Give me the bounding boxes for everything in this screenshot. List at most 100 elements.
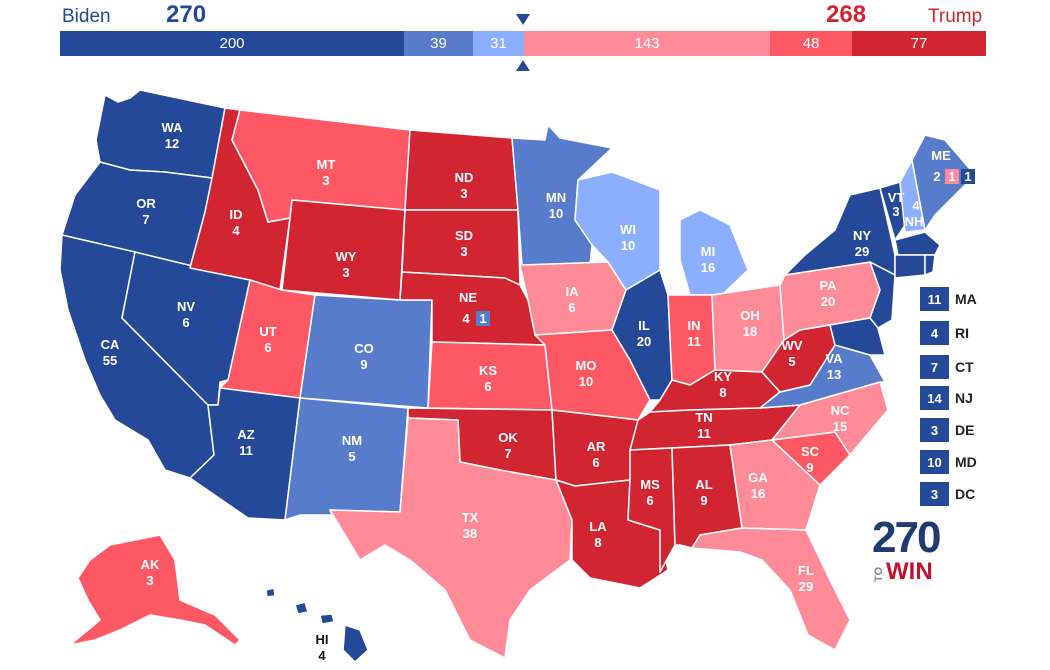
small-state-CT[interactable]: 7 CT xyxy=(920,355,974,379)
state-TX[interactable] xyxy=(329,417,573,659)
label-CO-code: CO xyxy=(354,341,374,356)
trump-total: 268 xyxy=(826,1,867,28)
label-NE-ev: 4 xyxy=(462,311,470,326)
small-state-ev[interactable]: 14 xyxy=(920,386,949,410)
small-state-ev[interactable]: 10 xyxy=(920,450,949,474)
label-OH-code: OH xyxy=(740,308,760,323)
label-NC-code: NC xyxy=(831,403,850,418)
label-VT-ev: 3 xyxy=(892,204,899,219)
label-MS-code: MS xyxy=(640,477,660,492)
small-state-MA[interactable]: 11 MA xyxy=(920,287,977,311)
state-MI[interactable] xyxy=(679,209,749,296)
trump-name: Trump xyxy=(928,6,983,27)
small-state-code: RI xyxy=(955,325,969,341)
label-NH-code: NH xyxy=(905,214,924,229)
bar-lean-r[interactable]: 143 xyxy=(524,31,770,56)
label-KY-ev: 8 xyxy=(719,385,726,400)
label-KY-code: KY xyxy=(714,369,732,384)
logo-number: 270 xyxy=(872,513,941,562)
label-AR-code: AR xyxy=(587,439,606,454)
label-SD-ev: 3 xyxy=(460,244,467,259)
label-AZ-code: AZ xyxy=(237,427,254,442)
label-HI-ev: 4 xyxy=(318,648,326,663)
state-NY[interactable] xyxy=(784,187,896,276)
me-district-1-box[interactable] xyxy=(961,169,975,184)
small-state-code: NJ xyxy=(955,390,973,406)
label-CA-ev: 55 xyxy=(103,353,117,368)
small-state-ev[interactable]: 3 xyxy=(920,418,949,442)
label-UT-ev: 6 xyxy=(264,340,271,355)
label-UT-code: UT xyxy=(259,324,276,339)
bar-likely-r[interactable]: 48 xyxy=(770,31,852,56)
label-LA-ev: 8 xyxy=(594,535,601,550)
bar-safe-d[interactable]: 200 xyxy=(60,31,404,56)
state-CO[interactable] xyxy=(299,294,433,409)
state-RI[interactable] xyxy=(924,254,936,276)
small-state-DC[interactable]: 3 DC xyxy=(920,482,975,506)
electoral-vote-bar: 200 39 31 143 48 77 xyxy=(60,31,986,56)
label-WA-code: WA xyxy=(162,120,184,135)
small-state-DE[interactable]: 3 DE xyxy=(920,418,974,442)
biden-total: 270 xyxy=(166,1,207,28)
state-HI-islands[interactable] xyxy=(265,587,335,625)
label-OR-ev: 7 xyxy=(142,212,149,227)
state-labels: WA 12 OR 7 CA 55 NV 6 ID 4 MT 3 WY 3 UT … xyxy=(101,120,975,663)
label-MO-code: MO xyxy=(576,358,597,373)
small-state-ev[interactable]: 4 xyxy=(920,321,949,345)
label-ME-code: ME xyxy=(931,148,951,163)
label-OH-ev: 18 xyxy=(743,324,757,339)
small-state-ev[interactable]: 7 xyxy=(920,355,949,379)
bar-lean-d[interactable]: 31 xyxy=(473,31,524,56)
label-KS-ev: 6 xyxy=(484,379,491,394)
label-IN-ev: 11 xyxy=(687,334,701,349)
label-FL-code: FL xyxy=(798,563,814,578)
label-WI-ev: 10 xyxy=(621,238,635,253)
label-VT-code: VT xyxy=(888,190,905,205)
label-WV-ev: 5 xyxy=(788,354,795,369)
state-HI[interactable] xyxy=(342,624,369,663)
270towin-logo: 270 TO WIN xyxy=(872,516,942,584)
state-WA[interactable] xyxy=(95,89,226,179)
label-AL-code: AL xyxy=(695,477,712,492)
ne-district-box[interactable] xyxy=(476,311,490,326)
small-state-ev[interactable]: 3 xyxy=(920,482,949,506)
bar-safe-r[interactable]: 77 xyxy=(852,31,986,56)
state-WY[interactable] xyxy=(281,199,406,301)
label-MN-code: MN xyxy=(546,190,566,205)
state-AK[interactable] xyxy=(69,534,241,646)
state-MD[interactable] xyxy=(829,317,886,356)
small-state-NJ[interactable]: 14 NJ xyxy=(920,386,973,410)
label-TN-ev: 11 xyxy=(697,426,711,441)
small-state-code: MA xyxy=(955,291,977,307)
label-TN-code: TN xyxy=(695,410,712,425)
small-state-RI[interactable]: 4 RI xyxy=(920,321,969,345)
state-CT[interactable] xyxy=(894,254,926,279)
small-state-code: DE xyxy=(955,422,975,438)
logo-to: TO xyxy=(873,566,885,582)
label-MI-code: MI xyxy=(701,244,715,259)
bar-likely-d[interactable]: 39 xyxy=(404,31,473,56)
state-LA[interactable] xyxy=(555,479,669,589)
label-CO-ev: 9 xyxy=(360,357,367,372)
label-ME-ev: 2 xyxy=(933,169,940,184)
state-NM[interactable] xyxy=(284,397,409,521)
label-TX-ev: 38 xyxy=(463,526,477,541)
label-NE-code: NE xyxy=(459,290,477,305)
state-FL[interactable] xyxy=(691,527,851,651)
state-GA[interactable] xyxy=(729,439,821,531)
label-NY-code: NY xyxy=(853,228,871,243)
label-ME-d2: 1 xyxy=(964,169,971,184)
state-MA[interactable] xyxy=(894,231,941,256)
label-NV-ev: 6 xyxy=(182,315,189,330)
small-state-ev[interactable]: 11 xyxy=(920,287,949,311)
biden-name: Biden xyxy=(62,6,111,27)
small-state-MD[interactable]: 10 MD xyxy=(920,450,977,474)
label-SC-ev: 9 xyxy=(806,460,813,475)
label-TX-code: TX xyxy=(462,510,479,525)
label-OK-code: OK xyxy=(498,430,518,445)
label-IL-code: IL xyxy=(638,318,650,333)
small-state-code: DC xyxy=(955,486,976,502)
me-district-2-box[interactable] xyxy=(945,169,959,184)
label-SD-code: SD xyxy=(455,228,473,243)
